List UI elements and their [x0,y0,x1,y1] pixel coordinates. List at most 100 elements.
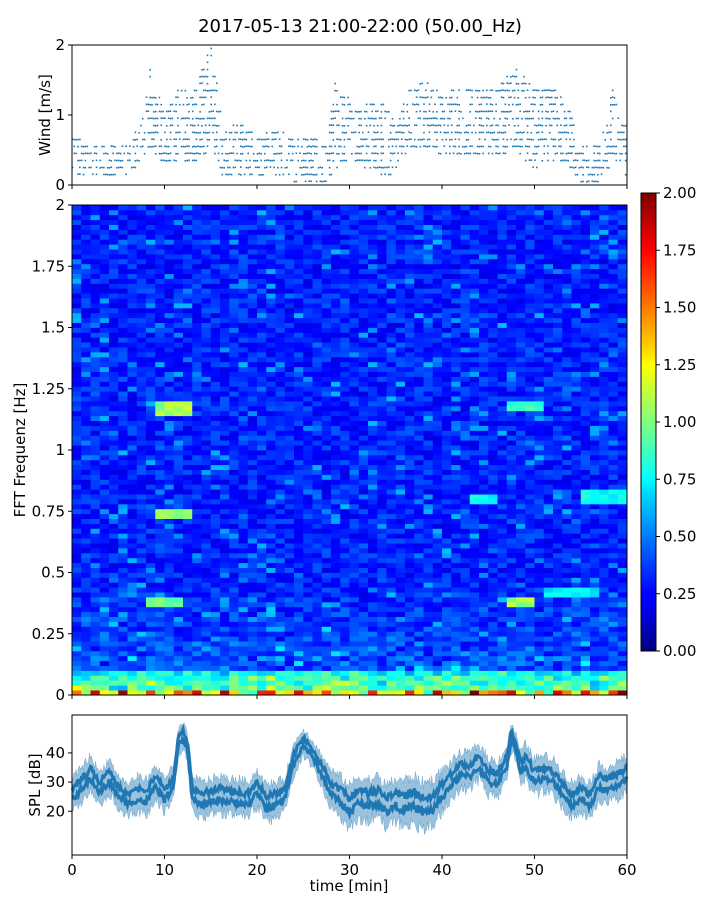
spectrogram-cell [81,582,91,588]
spectrogram-cell [210,322,221,328]
spectrogram-cell [395,557,406,564]
spectrogram-cell [109,543,119,549]
spectrogram-cell [81,244,91,250]
wind-point [92,173,94,176]
wind-point [530,159,533,162]
spectrogram-cell [275,469,286,475]
spectrogram-cell [303,641,313,647]
wind-point [310,173,312,176]
spectrogram-cell [90,234,101,240]
spectrogram-cell [340,278,350,284]
wind-point [319,180,322,183]
spectrogram-cell [284,503,295,510]
wind-point [469,152,472,155]
wind-point [447,117,449,120]
spectrogram-cell [257,518,267,524]
wind-point [621,153,623,155]
wind-point [251,138,253,141]
spectrogram-cell [220,283,230,289]
spectrogram-cell [173,646,184,652]
spectrogram-cell [294,523,304,529]
spectrogram-cell [201,435,212,441]
spectrogram-cell [99,557,110,564]
spectrogram-cell [201,303,212,309]
wind-point [598,152,601,155]
spectrogram-cell [257,445,267,451]
spectrogram-cell [257,440,267,446]
spectrogram-cell [155,489,165,495]
spectrogram-cell [173,685,184,691]
spectrogram-cell [99,650,110,657]
spectrogram-cell [220,474,230,480]
spectrogram-cell [136,371,147,377]
spectrogram-cell [275,244,286,250]
spectrogram-cell [229,552,239,559]
spectrogram-cell [173,474,184,480]
spectrogram-cell [368,611,378,617]
wind-point [258,138,261,141]
spectrogram-cell [386,234,397,240]
spectrogram-cell [368,469,378,475]
spectrogram-cell [238,219,249,225]
spectrogram-cell [164,621,175,627]
spectrogram-cell [321,366,332,372]
spectrogram-cell [201,582,212,588]
wind-point [206,68,209,71]
wind-point [497,138,499,141]
spectrogram-cell [136,601,147,608]
spectrogram-cell [72,430,82,436]
wind-point [610,110,612,113]
spectrogram-cell [368,445,378,451]
spectrogram-cell [294,410,304,417]
spectrogram-cell [164,646,175,652]
wind-point [395,131,398,134]
wind-point [397,152,399,155]
spectrogram-cell [127,293,138,299]
wind-point [567,152,570,154]
spectrogram-cell [201,214,212,221]
wind-point [460,110,462,113]
spectrogram-cell [257,450,267,456]
spectrogram-cell [349,680,360,686]
spectrogram-cell [155,352,165,358]
wind-point [558,117,560,120]
spectrogram-cell [72,254,82,260]
wind-point [193,89,196,92]
wind-point [282,173,285,176]
spectrogram-cell [257,356,267,363]
spectrogram-cell [377,670,387,676]
spectrogram-cell [284,347,295,353]
spectrogram-cell [395,528,406,534]
spectrogram-cell [127,410,138,417]
spectrogram-cell [247,508,258,515]
spectrogram-cell [358,273,369,279]
spectrogram-cell [349,312,360,319]
spectrogram-cell [368,209,378,216]
spectrogram-cell [192,670,202,676]
spectrogram-cell [192,572,202,578]
spectrogram-cell [303,670,313,676]
spectrogram-cell [173,332,184,338]
wind-point [362,131,364,134]
spectrogram-cell [275,577,286,583]
spectrogram-cell [386,572,397,578]
spectrogram-cell [358,636,369,642]
spectrogram-cell [368,273,378,279]
spectrogram-cell [164,552,175,559]
spectrogram-cell [127,474,138,480]
spectrogram-cell [173,469,184,475]
spectrogram-cell [90,405,101,412]
spectrogram-cell [99,592,110,598]
spectrogram-cell [146,298,156,304]
spectrogram-cell [358,283,369,289]
spectrogram-cell [220,278,230,284]
wind-point [517,89,520,92]
wind-point [543,152,546,155]
spectrogram-cell [72,636,82,642]
spectrogram-cell [395,567,406,573]
spectrogram-cell [229,410,239,417]
spectrogram-cell [109,518,119,524]
spectrogram-cell [294,356,304,363]
wind-point [454,131,457,134]
spectrogram-cell [155,234,165,240]
